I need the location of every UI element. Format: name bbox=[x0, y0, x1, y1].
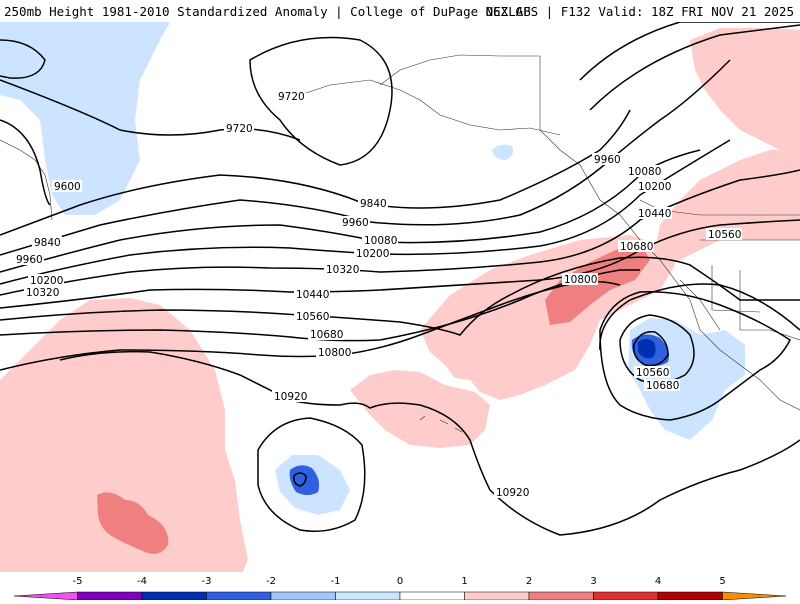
label-9720a: 9720 bbox=[278, 91, 305, 103]
strong-positive-anomaly-west bbox=[97, 492, 169, 554]
contour-labels: 9720 9720 9600 9840 9960 10200 10320 984… bbox=[14, 90, 742, 499]
colorbar-segment-p1 bbox=[464, 591, 530, 601]
label-10320a: 10320 bbox=[26, 287, 59, 299]
label-10560: 10560 bbox=[296, 311, 329, 323]
colorbar-segment-m5 bbox=[13, 591, 78, 601]
colorbar-tick-label: 1 bbox=[461, 576, 468, 587]
colorbar-tick-label: -5 bbox=[72, 576, 83, 587]
label-9840a: 9840 bbox=[34, 237, 61, 249]
negative-anomaly-california-center bbox=[638, 339, 656, 359]
colorbar-tick-label: 5 bbox=[719, 576, 726, 587]
label-10560c: 10560 bbox=[636, 367, 669, 379]
colorbar-segment-m4 bbox=[77, 591, 143, 601]
colorbar-tick-label: -3 bbox=[201, 576, 212, 587]
anomaly-map: 9720 9720 9600 9840 9960 10200 10320 984… bbox=[0, 22, 800, 578]
colorbar-segment-p4 bbox=[657, 591, 723, 601]
colorbar-tick-label: 0 bbox=[396, 576, 404, 587]
colorbar-segment-p3 bbox=[593, 591, 659, 601]
label-10800: 10800 bbox=[318, 347, 351, 359]
colorbar-segment-m0 bbox=[335, 591, 401, 601]
label-10200c: 10200 bbox=[638, 181, 671, 193]
colorbar-tick-label: -2 bbox=[266, 576, 276, 587]
label-10080b: 10080 bbox=[628, 166, 661, 178]
negative-anomaly-small bbox=[492, 144, 514, 160]
label-10680c: 10680 bbox=[646, 380, 679, 392]
label-10200a: 10200 bbox=[30, 275, 63, 287]
label-10920b: 10920 bbox=[496, 487, 529, 499]
map-title: 250mb Height 1981-2010 Standardized Anom… bbox=[4, 4, 531, 19]
negative-anomaly-central-core bbox=[289, 465, 320, 495]
map-header: 250mb Height 1981-2010 Standardized Anom… bbox=[0, 0, 800, 22]
label-10200b: 10200 bbox=[356, 248, 389, 260]
label-10440b: 10440 bbox=[638, 208, 671, 220]
label-10560b: 10560 bbox=[708, 229, 741, 241]
colorbar-tick-label: 2 bbox=[525, 576, 533, 587]
colorbar-segment-m2 bbox=[206, 591, 272, 601]
height-contours bbox=[0, 22, 800, 536]
label-9960b: 9960 bbox=[342, 217, 369, 229]
label-9600: 9600 bbox=[54, 181, 81, 193]
colorbar-segment-p5 bbox=[722, 591, 787, 601]
colorbar-tick-label: -4 bbox=[137, 576, 147, 587]
colorbar-tick-label: 3 bbox=[590, 576, 597, 587]
colorbar-svg bbox=[13, 591, 787, 601]
label-9960a: 9960 bbox=[16, 254, 43, 266]
positive-anomaly-hawaii bbox=[350, 370, 490, 448]
label-10800b: 10800 bbox=[564, 274, 597, 286]
label-10680: 10680 bbox=[310, 329, 343, 341]
label-10320b: 10320 bbox=[326, 264, 359, 276]
label-10680b: 10680 bbox=[620, 241, 653, 253]
colorbar: -5 -4 -3 -2 -1 0 1 2 3 4 5 bbox=[0, 572, 800, 601]
colorbar-segment-p2 bbox=[528, 591, 594, 601]
label-10080: 10080 bbox=[364, 235, 397, 247]
colorbar-segment-m1 bbox=[270, 591, 336, 601]
colorbar-tick-label: -1 bbox=[330, 576, 341, 587]
colorbar-segment-p0 bbox=[399, 591, 465, 601]
colorbar-segment-m3 bbox=[141, 591, 207, 601]
label-9840b: 9840 bbox=[360, 198, 387, 210]
label-10920a: 10920 bbox=[274, 391, 307, 403]
label-9960c: 9960 bbox=[594, 154, 621, 166]
run-info: 06Z GFS | F132 Valid: 18Z FRI NOV 21 202… bbox=[485, 4, 794, 19]
positive-anomaly-west-pacific bbox=[0, 298, 248, 578]
positive-anomaly-northeast bbox=[690, 28, 800, 150]
negative-anomaly-northwest bbox=[0, 22, 170, 215]
label-10440: 10440 bbox=[296, 289, 329, 301]
label-9720b: 9720 bbox=[226, 123, 253, 135]
colorbar-tick-label: 4 bbox=[654, 576, 662, 587]
